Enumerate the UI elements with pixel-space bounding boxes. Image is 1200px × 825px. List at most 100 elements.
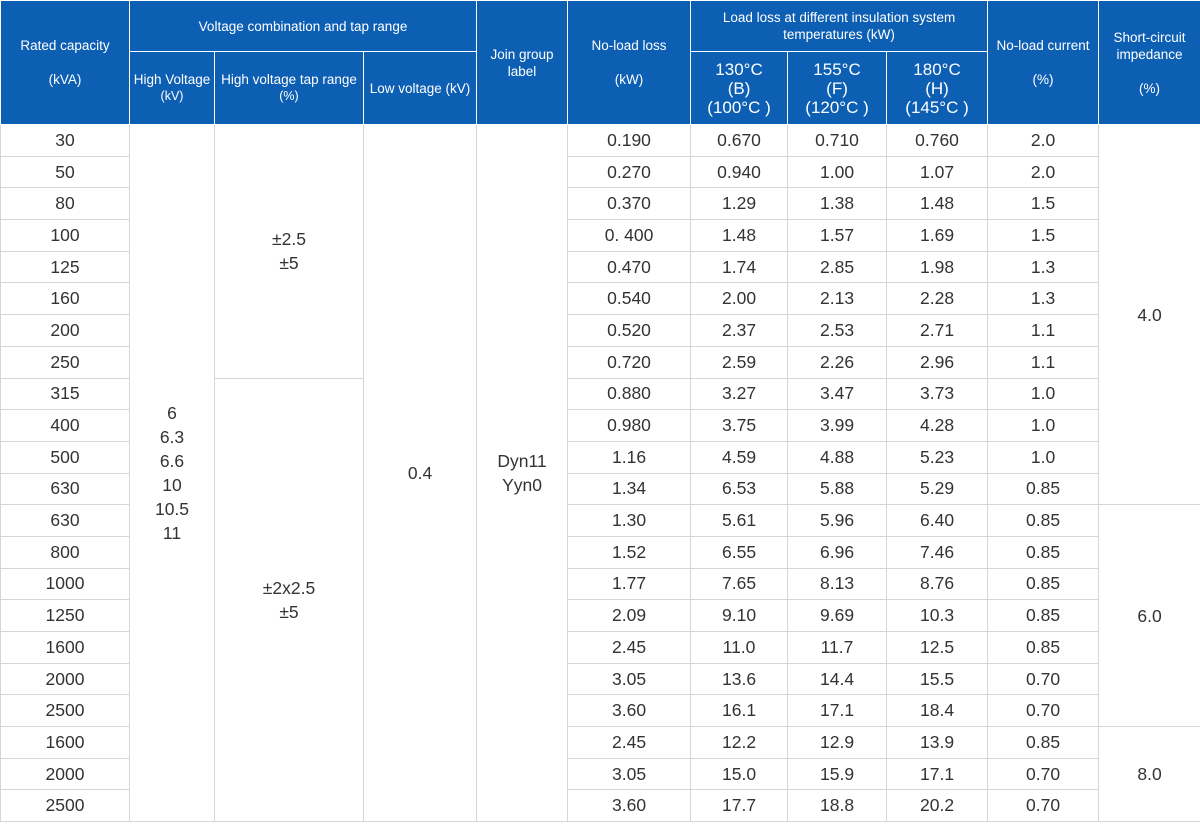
join-group-cell: Dyn11 Yyn0 (476, 123, 569, 823)
load-loss-h-cell: 8.76 (886, 567, 989, 601)
high-voltage-cell-line: 10 (162, 475, 182, 496)
no-load-current-cell: 2.0 (987, 155, 1100, 189)
header-temp-f-class: (F) (826, 78, 848, 98)
table-row: 1250 2.09 9.10 9.69 10.3 0.85 (0, 599, 1200, 632)
no-load-loss-cell: 2.09 (567, 599, 692, 632)
load-loss-b-cell: 2.37 (690, 314, 789, 347)
load-loss-b-cell: 1.48 (690, 219, 789, 252)
load-loss-h-cell: 1.98 (886, 250, 989, 284)
impedance-cell-1: 4.0 (1098, 123, 1200, 506)
tap-range-cell-1: ±2.5 ±5 (214, 124, 364, 379)
no-load-loss-cell: 2.45 (567, 726, 692, 759)
header-temp-h-ref: (145°C ) (905, 97, 969, 117)
no-load-current-cell: 0.85 (987, 504, 1100, 537)
header-temp-f: 155°C (F) (120°C ) (787, 51, 888, 125)
no-load-current-cell: 1.1 (987, 314, 1100, 347)
no-load-current-cell: 2.0 (987, 124, 1100, 157)
load-loss-h-cell: 17.1 (886, 757, 989, 791)
table-row: 2500 3.60 17.7 18.8 20.2 0.70 (0, 789, 1200, 823)
load-loss-h-cell: 18.4 (886, 694, 989, 728)
rated-capacity-cell: 1600 (0, 631, 130, 664)
no-load-current-cell: 1.3 (987, 250, 1100, 284)
load-loss-f-cell: 12.9 (787, 726, 888, 759)
no-load-loss-cell: 2.45 (567, 631, 692, 664)
no-load-current-cell: 1.0 (987, 409, 1100, 442)
rated-capacity-cell: 2000 (0, 662, 130, 696)
no-load-loss-cell: 3.60 (567, 789, 692, 823)
header-temp-b-temp: 130°C (715, 59, 763, 79)
load-loss-h-cell: 3.73 (886, 377, 989, 411)
no-load-loss-cell: 3.05 (567, 662, 692, 696)
load-loss-b-cell: 5.61 (690, 504, 789, 537)
no-load-loss-cell: 0. 400 (567, 219, 692, 252)
load-loss-f-cell: 3.47 (787, 377, 888, 411)
load-loss-f-cell: 3.99 (787, 409, 888, 442)
load-loss-h-cell: 2.71 (886, 314, 989, 347)
load-loss-f-cell: 4.88 (787, 440, 888, 474)
table-body: 30 6 6.3 6.6 10 10.5 11 ±2.5 ±5 0.4 Dyn11 Yyn0 0.190… (0, 123, 1200, 823)
rated-capacity-cell: 1250 (0, 599, 130, 632)
header-temp-b-class: (B) (727, 78, 751, 98)
rated-capacity-cell: 250 (0, 345, 130, 379)
header-rated-capacity-unit: (kVA) (48, 72, 82, 87)
header-join-group-unit: label (507, 63, 537, 79)
rated-capacity-cell: 315 (0, 377, 130, 411)
high-voltage-cell-line: 6.3 (159, 427, 185, 448)
no-load-current-cell: 0.85 (987, 726, 1100, 759)
load-loss-f-cell: 2.85 (787, 250, 888, 284)
load-loss-f-cell: 2.13 (787, 282, 888, 316)
load-loss-h-cell: 5.29 (886, 472, 989, 506)
join-group-cell-line: Yyn0 (502, 475, 542, 496)
load-loss-b-cell: 15.0 (690, 757, 789, 791)
rated-capacity-cell: 125 (0, 250, 130, 284)
load-loss-h-cell: 2.96 (886, 345, 989, 379)
header-temp-h-class: (H) (925, 78, 949, 98)
rated-capacity-cell: 80 (0, 187, 130, 221)
tap-range-cell-2-line: ±2x2.5 (262, 577, 316, 598)
load-loss-b-cell: 17.7 (690, 789, 789, 823)
rated-capacity-cell: 2000 (0, 757, 130, 791)
table-row: 160 0.540 2.00 2.13 2.28 1.3 (0, 282, 1200, 316)
header-hv-tap-range-title: High voltage tap range (221, 72, 357, 87)
load-loss-h-cell: 1.69 (886, 219, 989, 252)
header-join-group: Join group label (476, 0, 569, 125)
rated-capacity-cell: 200 (0, 314, 130, 347)
table-row: 800 1.52 6.55 6.96 7.46 0.85 (0, 535, 1200, 569)
header-load-loss-group: Load loss at different insulation system… (690, 0, 989, 52)
header-high-voltage-unit: (kV) (160, 89, 184, 103)
table-row: 2000 3.05 15.0 15.9 17.1 0.70 (0, 757, 1200, 791)
no-load-loss-cell: 1.30 (567, 504, 692, 537)
load-loss-b-cell: 3.75 (690, 409, 789, 442)
load-loss-b-cell: 16.1 (690, 694, 789, 728)
load-loss-f-cell: 9.69 (787, 599, 888, 632)
header-high-voltage: High Voltage (kV) (129, 51, 215, 125)
no-load-loss-cell: 1.77 (567, 567, 692, 601)
load-loss-h-cell: 1.48 (886, 187, 989, 221)
no-load-loss-cell: 0.370 (567, 187, 692, 221)
load-loss-b-cell: 1.74 (690, 250, 789, 284)
table-row: 80 0.370 1.29 1.38 1.48 1.5 (0, 187, 1200, 221)
rated-capacity-cell: 800 (0, 535, 130, 569)
header-low-voltage: Low voltage (kV) (362, 51, 478, 125)
table-row: 400 0.980 3.75 3.99 4.28 1.0 (0, 409, 1200, 442)
table-row: 30 6 6.3 6.6 10 10.5 11 ±2.5 ±5 0.4 Dyn11 Yyn0 0.190… (0, 123, 1200, 823)
load-loss-f-cell: 18.8 (787, 789, 888, 823)
load-loss-f-cell: 1.57 (787, 219, 888, 252)
table-row: 2500 3.60 16.1 17.1 18.4 0.70 (0, 694, 1200, 728)
high-voltage-cell-line: 11 (162, 523, 182, 544)
no-load-current-cell: 1.1 (987, 345, 1100, 379)
load-loss-b-cell: 11.0 (690, 631, 789, 664)
table-row: 2000 3.05 13.6 14.4 15.5 0.70 (0, 662, 1200, 696)
load-loss-b-cell: 2.00 (690, 282, 789, 316)
no-load-loss-cell: 3.60 (567, 694, 692, 728)
load-loss-f-cell: 5.88 (787, 472, 888, 506)
header-voltage-group: Voltage combination and tap range (128, 0, 478, 52)
no-load-current-cell: 0.85 (987, 599, 1100, 632)
header-no-load-current-unit: (%) (1032, 72, 1054, 87)
load-loss-h-cell: 2.28 (886, 282, 989, 316)
table-row: 50 0.270 0.940 1.00 1.07 2.0 (0, 155, 1200, 189)
load-loss-h-cell: 6.40 (886, 504, 989, 537)
impedance-cell-2: 6.0 (1098, 504, 1200, 728)
load-loss-b-cell: 12.2 (690, 726, 789, 759)
